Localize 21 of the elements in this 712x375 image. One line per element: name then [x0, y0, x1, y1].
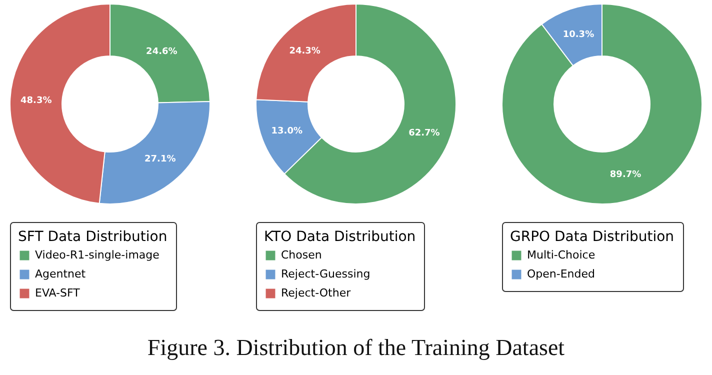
donut-slice	[502, 4, 702, 204]
data-label: 62.7%	[408, 128, 440, 139]
legend-label: Reject-Other	[281, 286, 352, 300]
legend-label: Chosen	[281, 248, 322, 262]
legend-label: EVA-SFT	[35, 286, 80, 300]
data-label: 48.3%	[20, 96, 52, 106]
legend-title: KTO Data Distribution	[264, 229, 416, 245]
data-label: 27.1%	[144, 154, 176, 164]
legend-label: Agentnet	[35, 268, 86, 280]
data-label: 24.3%	[289, 46, 320, 57]
legend-label: Video-R1-single-image	[35, 248, 160, 262]
legend-title: GRPO Data Distribution	[510, 229, 674, 245]
data-label: 10.3%	[562, 30, 594, 40]
legend-label: Multi-Choice	[527, 248, 596, 262]
legend-label: Reject-Guessing	[281, 268, 370, 280]
caption: Figure 3. Distribution of the Training Dataset	[146, 335, 566, 361]
legend-label: Open-Ended	[527, 268, 596, 280]
legend-title: SFT Data Distribution	[18, 229, 168, 245]
data-label: 13.0%	[271, 126, 302, 136]
data-label: 89.7%	[610, 170, 642, 180]
data-label: 24.6%	[146, 47, 178, 58]
